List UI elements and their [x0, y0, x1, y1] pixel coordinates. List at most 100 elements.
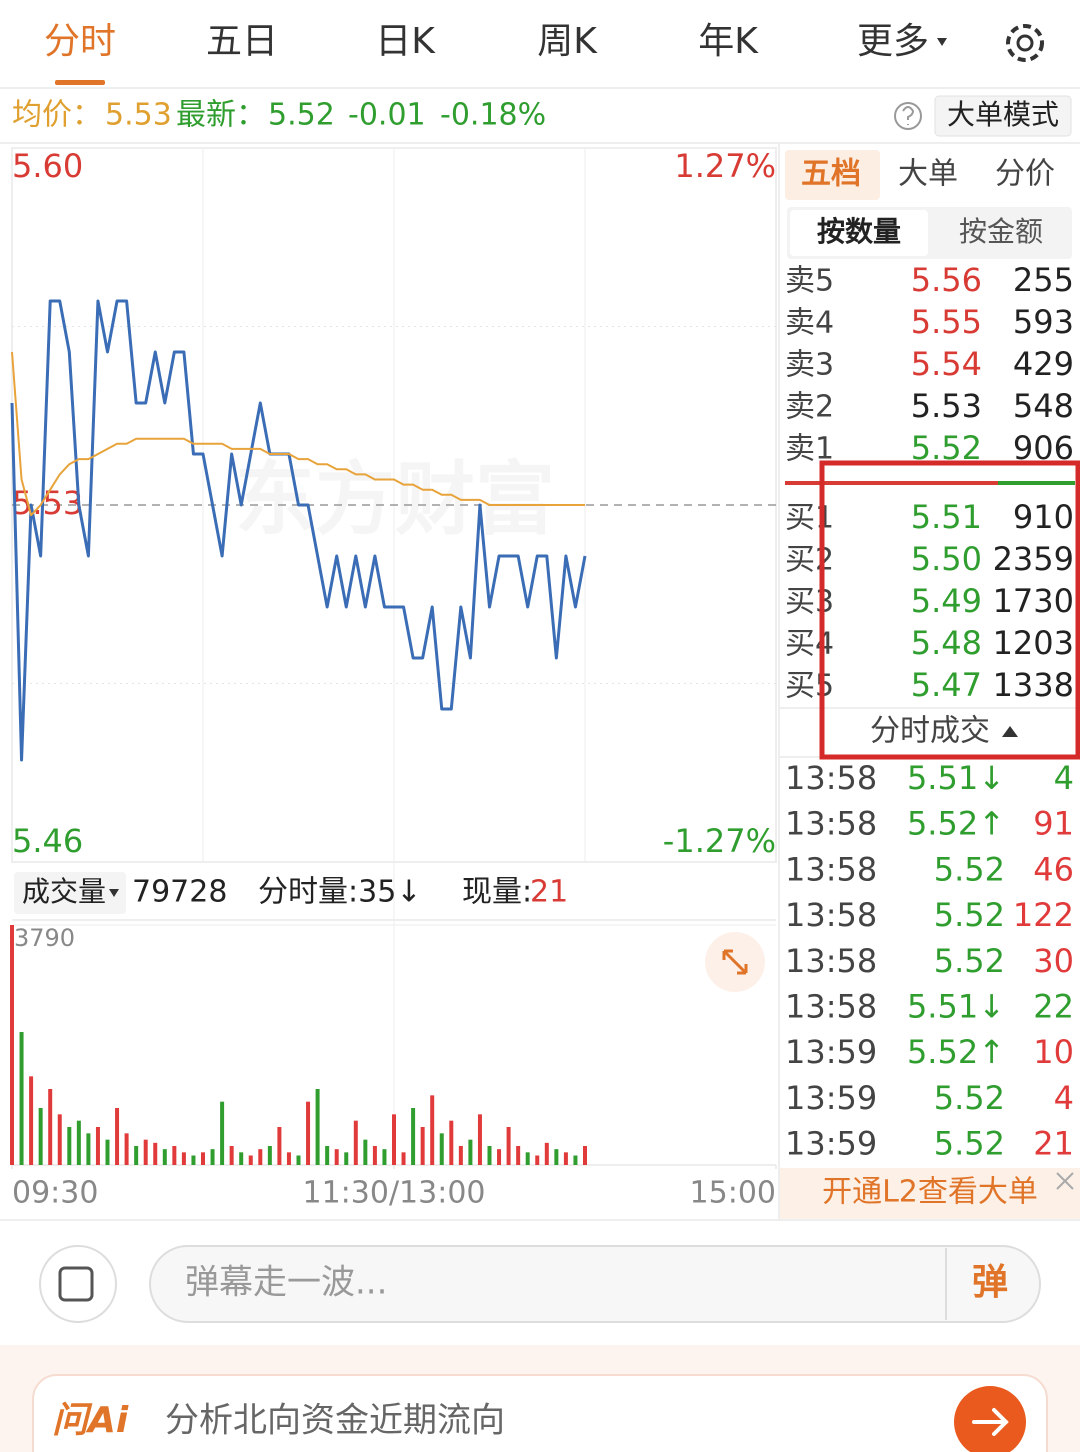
trade-price: 5.52 [934, 942, 1005, 980]
average-line [11, 351, 585, 517]
tab[interactable]: 年K [698, 21, 759, 62]
mode-button-box[interactable] [934, 95, 1072, 137]
order-label: 买3 [785, 585, 834, 620]
volume-bar [210, 1149, 215, 1165]
trade-volume: 4 [1054, 1079, 1074, 1117]
change: -0.01 [348, 98, 426, 133]
comment-list-button[interactable] [39, 1245, 117, 1323]
trade-time: 13:58 [785, 988, 877, 1026]
volume-bar [296, 1155, 301, 1165]
volume-bar [344, 1152, 349, 1165]
ai-send-arrow [972, 1408, 1009, 1436]
order-label: 卖4 [785, 306, 834, 341]
order-volume: 593 [1013, 303, 1074, 341]
trade-price: 5.52 [934, 1125, 1005, 1163]
volume-selector-box[interactable] [14, 872, 126, 914]
volume-bar [286, 1152, 291, 1165]
trade-price: 5.52 [934, 896, 1005, 934]
comment-placeholder: 弹幕走一波... [185, 1263, 387, 1303]
y-tick-label: 5.60 [12, 147, 83, 185]
order-label: 买4 [785, 627, 834, 662]
volume-bar [191, 1155, 196, 1165]
current-volume: 21 [530, 875, 568, 910]
sub-tab[interactable]: 按金额 [959, 215, 1043, 248]
volume-bar [544, 1142, 549, 1165]
volume-bar [325, 1146, 330, 1165]
trade-time: 13:58 [785, 759, 877, 797]
order-label: 买2 [785, 543, 834, 578]
l2-banner-text[interactable]: 开通L2查看大单 [822, 1175, 1038, 1210]
volume-bar [516, 1146, 521, 1165]
ratio-bar-buy [785, 481, 998, 485]
volume-bar [258, 1149, 263, 1165]
volume-bar [201, 1152, 205, 1165]
order-price: 5.48 [911, 624, 982, 662]
volume-selector[interactable]: 成交量 [22, 875, 106, 908]
volume-bar [449, 1120, 454, 1165]
trades-title[interactable]: 分时成交 [870, 714, 990, 749]
tab[interactable]: 分时 [44, 21, 116, 62]
volume-bar [248, 1155, 253, 1165]
panel-tab-active-bg [785, 150, 880, 200]
order-price: 5.56 [911, 261, 982, 299]
trade-time: 13:59 [785, 1125, 877, 1163]
close-icon[interactable] [1056, 1172, 1074, 1190]
order-price: 5.49 [911, 582, 982, 620]
volume-bar [477, 1114, 482, 1165]
panel-tab[interactable]: 分价 [995, 157, 1055, 192]
order-price: 5.54 [911, 345, 982, 383]
trade-price: 5.52 [934, 1079, 1005, 1117]
settings-icon-core [1016, 34, 1034, 52]
collapse-arrow [1002, 726, 1018, 737]
ai-box[interactable] [32, 1374, 1048, 1452]
volume-bar [468, 1139, 473, 1165]
order-volume: 255 [1013, 261, 1074, 299]
l2-banner[interactable] [780, 1168, 1080, 1219]
volume-bar [10, 925, 14, 1165]
help-icon[interactable] [894, 102, 922, 130]
x-tick-label: 09:30 [12, 1176, 98, 1211]
volume-bar [420, 1127, 425, 1165]
expand-icon [722, 949, 748, 975]
settings-icon[interactable] [1006, 24, 1044, 62]
volume-bar [57, 1114, 62, 1165]
volume-bar [506, 1127, 511, 1165]
order-volume: 548 [1013, 387, 1074, 425]
mode-button[interactable]: 大单模式 [947, 98, 1059, 131]
order-price: 5.53 [911, 387, 982, 425]
comment-input[interactable] [149, 1245, 1041, 1323]
tab[interactable]: 周K [537, 21, 598, 62]
order-label: 卖5 [785, 264, 834, 299]
volume-bar [363, 1139, 368, 1165]
current-volume-label: 现量: [462, 875, 532, 910]
trade-volume: 91 [1033, 805, 1074, 843]
volume-bar [334, 1149, 339, 1165]
tab[interactable]: 五日 [206, 21, 278, 62]
comment-send[interactable]: 弹 [972, 1262, 1008, 1303]
panel-tab[interactable]: 五档 [801, 157, 861, 192]
panel-tab[interactable]: 大单 [898, 157, 958, 192]
help-icon-mark [902, 106, 915, 125]
ai-prompt[interactable]: 分析北向资金近期流向 [165, 1401, 505, 1441]
volume-bar [48, 1089, 53, 1165]
volume-bar [143, 1139, 148, 1165]
trade-time: 13:59 [785, 1079, 877, 1117]
ai-send-button[interactable] [954, 1386, 1026, 1452]
trade-volume: 21 [1033, 1125, 1074, 1163]
volume-tick-label: 3790 [14, 924, 75, 952]
volume-bar [306, 1101, 311, 1165]
ai-logo: 问Ai [52, 1400, 129, 1441]
trade-price: 5.52↑ [907, 805, 1005, 843]
latest-value: 5.52 [268, 98, 335, 133]
volume-bar [497, 1149, 502, 1165]
volume-bar [573, 1155, 578, 1165]
volume-bar [239, 1152, 244, 1165]
sub-tab[interactable]: 按数量 [817, 215, 901, 248]
tab[interactable]: 更多 [857, 21, 929, 62]
volume-bar [172, 1146, 177, 1165]
volume-bar [76, 1120, 81, 1165]
volume-bar [353, 1120, 358, 1165]
trade-time: 13:58 [785, 850, 877, 888]
tab[interactable]: 日K [375, 21, 436, 62]
volume-bar [277, 1127, 282, 1165]
